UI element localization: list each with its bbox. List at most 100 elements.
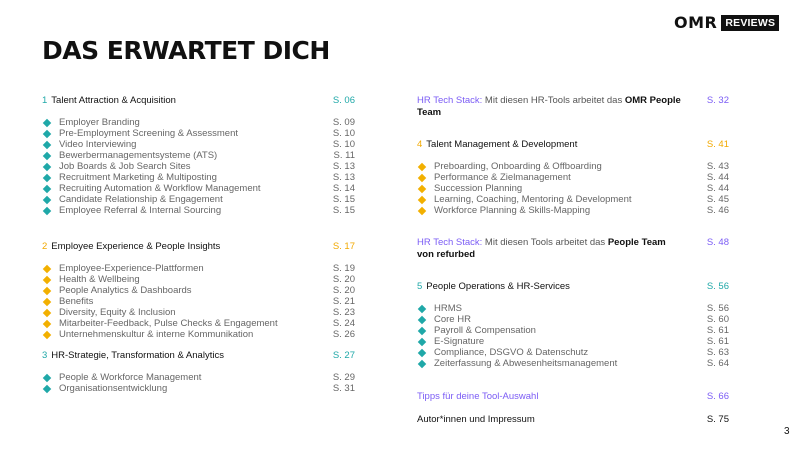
section-page: S. 06 [332, 95, 355, 106]
diamond-bullet-icon [42, 264, 52, 273]
diamond-bullet-icon [42, 275, 52, 284]
toc-item[interactable]: Diversity, Equity & Inclusion S. 23 [42, 307, 355, 318]
toc-item[interactable]: Payroll & Compensation S. 61 [417, 325, 729, 336]
toc-item-page: S. 44 [706, 172, 729, 183]
section-page: S. 27 [332, 350, 355, 361]
toc-item-label: Benefits [59, 296, 94, 307]
toc-item[interactable]: Health & Wellbeing S. 20 [42, 274, 355, 285]
diamond-bullet-icon [417, 206, 427, 215]
toc-item-page: S. 26 [332, 329, 355, 340]
tech-stack-team-tail: von refurbed [417, 249, 476, 260]
toc-item-page: S. 21 [332, 296, 355, 307]
toc-item[interactable]: Recruitment Marketing & Multiposting S. 1… [42, 172, 355, 183]
toc-item[interactable]: Workforce Planning & Skills-Mapping S. 46 [417, 205, 729, 216]
section-title: Talent Management & Development [426, 139, 578, 150]
toc-section-4[interactable]: 4 Talent Management & Development S. 41 [417, 139, 729, 151]
toc-item-label: Recruitment Marketing & Multiposting [59, 172, 217, 183]
toc-item[interactable]: Candidate Relationship & Engagement S. 15 [42, 194, 355, 205]
section-number: 1 [42, 95, 48, 106]
toc-item-page: S. 61 [706, 325, 729, 336]
tech-stack-team: OMR People Team [417, 95, 681, 118]
toc-item-label: Compliance, DSGVO & Datenschutz [434, 347, 589, 358]
diamond-bullet-icon [417, 348, 427, 357]
toc-item[interactable]: Video Interviewing S. 10 [42, 139, 355, 150]
section-number: 4 [417, 139, 423, 150]
toc-section-2[interactable]: 2 Employee Experience & People Insights S… [42, 241, 355, 253]
toc-item[interactable]: Employee-Experience-Plattformen S. 19 [42, 263, 355, 274]
toc-item-label: Mitarbeiter-Feedback, Pulse Checks & Eng… [59, 318, 278, 329]
toc-item[interactable]: Compliance, DSGVO & Datenschutz S. 63 [417, 347, 729, 358]
toc-item-label: People & Workforce Management [59, 372, 202, 383]
logo-omr-text: OMR [674, 13, 718, 32]
diamond-bullet-icon [417, 162, 427, 171]
section-page: S. 41 [706, 139, 729, 150]
tech-stack-refurbed-entry[interactable]: HR Tech Stack: Mit diesen Tools arbeitet… [417, 237, 729, 261]
toc-section-5[interactable]: 5 People Operations & HR-Services S. 56 [417, 281, 729, 293]
imprint-label: Autor*innen und Impressum [417, 414, 535, 425]
tips-label: Tipps für deine Tool-Auswahl [417, 391, 539, 402]
toc-item[interactable]: Pre-Employment Screening & Assessment S. … [42, 128, 355, 139]
toc-item-page: S. 20 [332, 274, 355, 285]
diamond-bullet-icon [42, 330, 52, 339]
tech-stack-omr-entry[interactable]: HR Tech Stack: Mit diesen HR-Tools arbei… [417, 95, 729, 119]
toc-item-label: Bewerbermanagementsysteme (ATS) [59, 150, 218, 161]
toc-right-column: HR Tech Stack: Mit diesen HR-Tools arbei… [417, 95, 729, 426]
toc-item-label: Job Boards & Job Search Sites [59, 161, 191, 172]
toc-item-page: S. 31 [332, 383, 355, 394]
toc-item[interactable]: Organisationsentwicklung S. 31 [42, 383, 355, 394]
section-title: Employee Experience & People Insights [51, 241, 221, 252]
toc-item-page: S. 43 [706, 161, 729, 172]
diamond-bullet-icon [42, 140, 52, 149]
tech-stack-text: Mit diesen HR-Tools arbeitet das [482, 95, 625, 106]
toc-item[interactable]: Learning, Coaching, Mentoring & Developm… [417, 194, 729, 205]
toc-item-page: S. 61 [706, 336, 729, 347]
toc-item[interactable]: Mitarbeiter-Feedback, Pulse Checks & Eng… [42, 318, 355, 329]
toc-item-page: S. 09 [332, 117, 355, 128]
diamond-bullet-icon [42, 151, 52, 160]
diamond-bullet-icon [42, 297, 52, 306]
toc-item[interactable]: People & Workforce Management S. 29 [42, 372, 355, 383]
toc-item-page: S. 10 [332, 139, 355, 150]
toc-item-page: S. 20 [332, 285, 355, 296]
toc-item[interactable]: Employer Branding S. 09 [42, 117, 355, 128]
toc-item[interactable]: Zeiterfassung & Abwesenheitsmanagement S.… [417, 358, 729, 369]
toc-tips-entry[interactable]: Tipps für deine Tool-Auswahl S. 66 [417, 391, 729, 403]
toc-item[interactable]: Performance & Zielmanagement S. 44 [417, 172, 729, 183]
toc-item-label: Candidate Relationship & Engagement [59, 194, 223, 205]
toc-item-label: Employer Branding [59, 117, 140, 128]
toc-item[interactable]: Preboarding, Onboarding & Offboarding S. … [417, 161, 729, 172]
toc-section-3[interactable]: 3 HR-Strategie, Transformation & Analytic… [42, 350, 355, 362]
toc-item[interactable]: Employee Referral & Internal Sourcing S. … [42, 205, 355, 216]
tech-stack-label: HR Tech Stack: [417, 95, 483, 106]
toc-item-label: Zeiterfassung & Abwesenheitsmanagement [434, 358, 618, 369]
diamond-bullet-icon [417, 184, 427, 193]
section-title: People Operations & HR-Services [426, 281, 570, 292]
diamond-bullet-icon [42, 184, 52, 193]
toc-item-label: Recruiting Automation & Workflow Managem… [59, 183, 261, 194]
toc-item[interactable]: Bewerbermanagementsysteme (ATS) S. 11 [42, 150, 355, 161]
toc-item-label: Succession Planning [434, 183, 523, 194]
diamond-bullet-icon [42, 195, 52, 204]
diamond-bullet-icon [42, 384, 52, 393]
toc-item-label: Learning, Coaching, Mentoring & Developm… [434, 194, 632, 205]
imprint-page: S. 75 [706, 414, 729, 425]
toc-item[interactable]: Job Boards & Job Search Sites S. 13 [42, 161, 355, 172]
toc-item[interactable]: E-Signature S. 61 [417, 336, 729, 347]
toc-item[interactable]: Core HR S. 60 [417, 314, 729, 325]
section-page: S. 56 [706, 281, 729, 292]
toc-item-page: S. 14 [332, 183, 355, 194]
toc-imprint-entry[interactable]: Autor*innen und Impressum S. 75 [417, 414, 729, 426]
section-title: Talent Attraction & Acquisition [51, 95, 176, 106]
toc-item-label: Employee Referral & Internal Sourcing [59, 205, 222, 216]
omr-reviews-logo: OMR REVIEWS [674, 13, 780, 32]
toc-item-page: S. 44 [706, 183, 729, 194]
toc-section-1[interactable]: 1 Talent Attraction & Acquisition S. 06 [42, 95, 355, 107]
toc-item[interactable]: HRMS S. 56 [417, 303, 729, 314]
toc-item[interactable]: Succession Planning S. 44 [417, 183, 729, 194]
toc-item[interactable]: Unternehmenskultur & interne Kommunikati… [42, 329, 355, 340]
toc-item-page: S. 13 [332, 172, 355, 183]
toc-item[interactable]: Benefits S. 21 [42, 296, 355, 307]
toc-item[interactable]: People Analytics & Dashboards S. 20 [42, 285, 355, 296]
toc-item[interactable]: Recruiting Automation & Workflow Managem… [42, 183, 355, 194]
diamond-bullet-icon [42, 206, 52, 215]
